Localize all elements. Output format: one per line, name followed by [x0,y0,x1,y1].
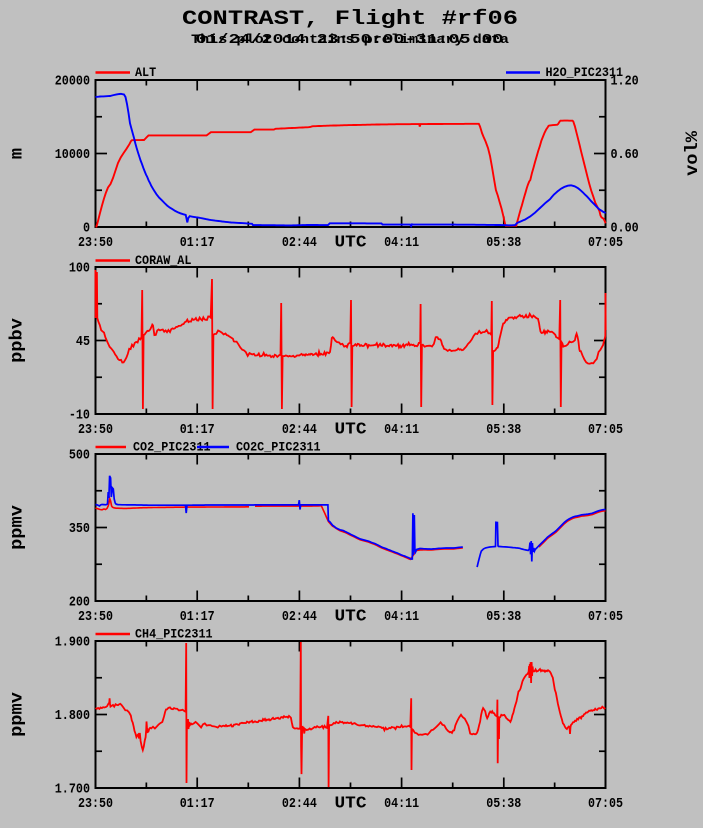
svg-text:04:11: 04:11 [384,609,419,625]
svg-text:01:17: 01:17 [180,422,215,438]
svg-text:10000: 10000 [55,147,90,163]
svg-text:1.800: 1.800 [55,708,90,724]
svg-text:0: 0 [83,221,90,237]
svg-text:200: 200 [69,595,90,611]
svg-text:ppmv: ppmv [8,692,28,737]
svg-text:01:17: 01:17 [180,609,215,625]
svg-text:05:38: 05:38 [486,422,521,438]
svg-text:-10: -10 [69,408,90,424]
svg-text:1.20: 1.20 [611,74,639,90]
svg-text:07:05: 07:05 [588,609,623,625]
svg-text:23:50: 23:50 [78,796,113,812]
svg-text:CH4_PIC2311: CH4_PIC2311 [135,627,213,642]
svg-text:07:05: 07:05 [588,796,623,812]
svg-text:05:38: 05:38 [486,796,521,812]
svg-text:23:50: 23:50 [78,422,113,438]
svg-text:23:50: 23:50 [78,609,113,625]
svg-text:02:44: 02:44 [282,422,317,438]
svg-text:100: 100 [69,261,90,277]
svg-text:UTC: UTC [335,234,367,253]
svg-text:05:38: 05:38 [486,609,521,625]
svg-text:vol%: vol% [683,131,703,176]
svg-text:350: 350 [69,521,90,537]
svg-text:ALT: ALT [135,65,156,80]
svg-text:02:44: 02:44 [282,796,317,812]
svg-text:0.00: 0.00 [611,221,639,237]
svg-text:CORAW_AL: CORAW_AL [135,253,192,268]
svg-text:02:44: 02:44 [282,235,317,251]
svg-text:02:44: 02:44 [282,609,317,625]
svg-text:UTC: UTC [335,608,367,627]
svg-text:CO2C_PIC2311: CO2C_PIC2311 [236,440,321,455]
svg-text:04:11: 04:11 [384,235,419,251]
svg-text:500: 500 [69,448,90,464]
svg-text:ppbv: ppbv [8,318,28,363]
svg-text:UTC: UTC [335,795,367,814]
svg-text:01:17: 01:17 [180,235,215,251]
svg-text:07:05: 07:05 [588,422,623,438]
svg-text:05:38: 05:38 [486,235,521,251]
svg-text:20000: 20000 [55,74,90,90]
svg-text:CONTRAST, Flight #rf06: CONTRAST, Flight #rf06 [182,8,518,31]
svg-text:UTC: UTC [335,421,367,440]
svg-text:04:11: 04:11 [384,422,419,438]
svg-text:07:05: 07:05 [588,235,623,251]
svg-text:ppmv: ppmv [8,505,28,550]
svg-text:1.900: 1.900 [55,635,90,651]
svg-text:CO2_PIC2311: CO2_PIC2311 [133,440,211,455]
svg-text:23:50: 23:50 [78,235,113,251]
svg-text:01:17: 01:17 [180,796,215,812]
svg-text:04:11: 04:11 [384,796,419,812]
svg-text:45: 45 [76,334,90,350]
svg-text:m: m [8,148,28,159]
svg-text:01/24/2014 23:50:00-31:05:00: 01/24/2014 23:50:00-31:05:00 [196,32,504,48]
svg-text:H2O_PIC2311: H2O_PIC2311 [546,65,624,80]
svg-text:This plot contains preliminary: This plot contains preliminary data [191,32,509,47]
svg-text:1.700: 1.700 [55,782,90,798]
svg-text:0.60: 0.60 [611,147,639,163]
